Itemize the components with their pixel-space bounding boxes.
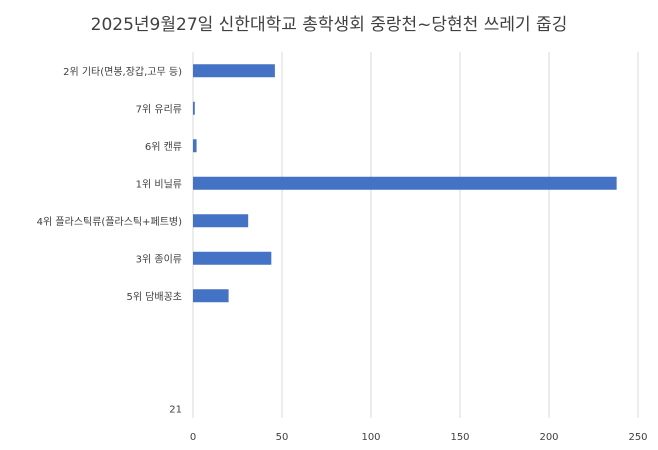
bar <box>193 289 229 303</box>
bar <box>193 214 249 228</box>
x-axis-ticks: 0 50 100 150 200 250 <box>190 432 648 443</box>
category-label: 7위 유리류 <box>136 102 182 115</box>
category-label: 6위 캔류 <box>145 140 182 153</box>
x-tick-label: 250 <box>628 432 647 443</box>
category-label: 2위 기타(면봉,장갑,고무 등) <box>63 65 182 78</box>
x-tick-label: 50 <box>276 432 289 443</box>
bar <box>193 251 272 265</box>
bar <box>193 101 195 115</box>
category-label: 21 <box>169 404 182 415</box>
bars <box>193 64 617 303</box>
bar <box>193 139 197 153</box>
category-label: 4위 플라스틱류(플라스틱+페트병) <box>37 215 182 228</box>
x-tick-label: 200 <box>539 432 558 443</box>
chart-title: 2025년9월27일 신한대학교 총학생회 중랑천~당현천 쓰레기 줍깅 <box>90 15 568 35</box>
category-labels: 2위 기타(면봉,장갑,고무 등) 7위 유리류 6위 캔류 1위 비닐류 4위 플라스… <box>37 65 182 416</box>
category-label: 1위 비닐류 <box>136 177 182 190</box>
x-tick-label: 0 <box>190 432 196 443</box>
bar <box>193 64 275 78</box>
category-label: 3위 종이류 <box>136 252 182 265</box>
bar <box>193 176 617 190</box>
category-label: 5위 담배꽁초 <box>126 290 182 303</box>
x-tick-label: 150 <box>450 432 469 443</box>
x-tick-label: 100 <box>361 432 380 443</box>
gridlines <box>192 52 639 418</box>
